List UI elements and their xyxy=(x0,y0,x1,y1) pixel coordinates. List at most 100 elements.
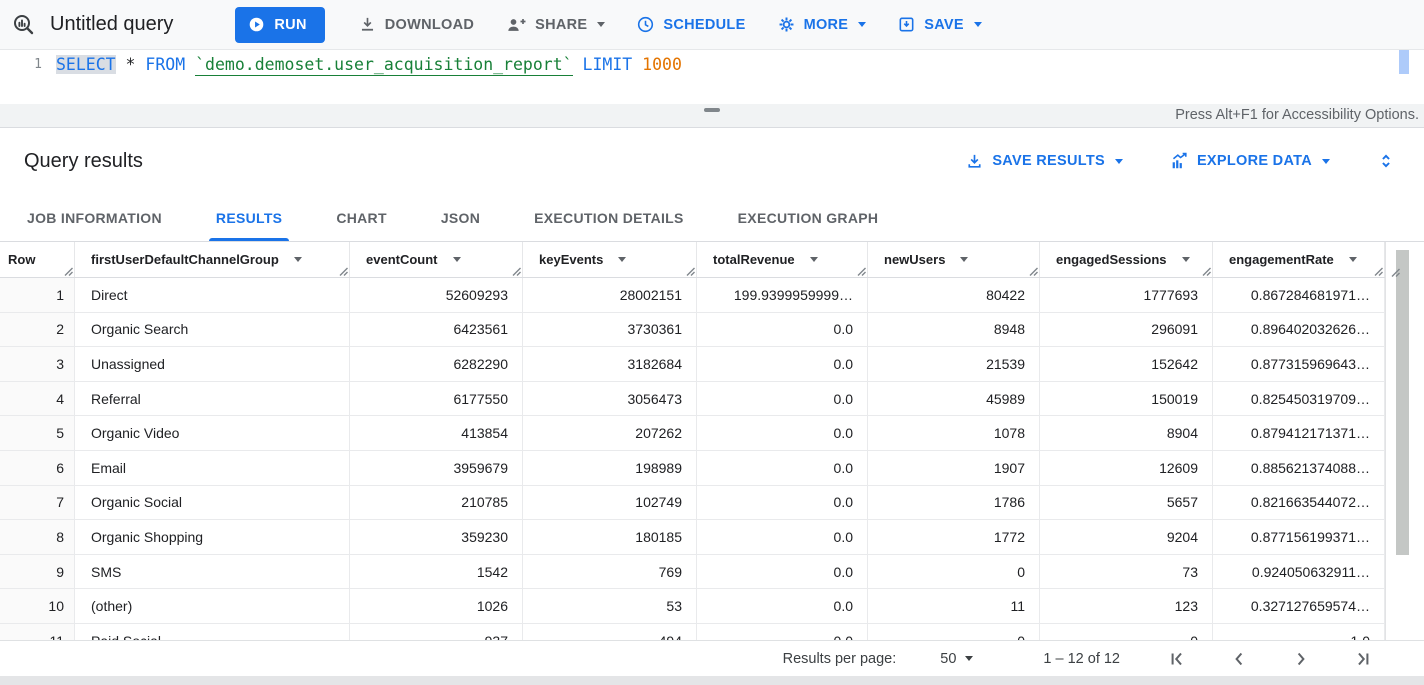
more-button[interactable]: MORE xyxy=(777,15,867,34)
prev-page-button[interactable] xyxy=(1228,648,1250,670)
table-row: 7 Organic Social 210785 102749 0.0 1786 5657 0.… xyxy=(0,485,1385,521)
explore-data-button[interactable]: EXPLORE DATA xyxy=(1169,152,1330,171)
column-header-keyEvents[interactable]: keyEvents xyxy=(523,242,697,277)
sql-code-line[interactable]: SELECT * FROM `demo.demoset.user_acquisi… xyxy=(56,50,682,104)
run-button[interactable]: RUN xyxy=(235,6,325,43)
column-resize-handle[interactable] xyxy=(686,267,695,276)
column-resize-handle[interactable] xyxy=(339,267,348,276)
table-cell: 1.0 xyxy=(1213,623,1385,640)
table-cell: 11 xyxy=(868,589,1040,623)
column-header-Row[interactable]: Row xyxy=(0,242,75,277)
column-menu-caret-icon[interactable] xyxy=(452,257,461,262)
table-cell: Unassigned xyxy=(75,347,350,381)
column-header-totalRevenue[interactable]: totalRevenue xyxy=(697,242,868,277)
table-row: 1 Direct 52609293 28002151 199.9399959999… 80… xyxy=(0,278,1385,313)
horizontal-scrollbar-track[interactable] xyxy=(0,676,1424,685)
sql-token xyxy=(573,55,583,74)
last-page-button[interactable] xyxy=(1352,648,1374,670)
query-title: Untitled query xyxy=(50,13,174,35)
download-button[interactable]: DOWNLOAD xyxy=(358,15,474,34)
query-results-title: Query results xyxy=(24,149,143,172)
table-cell: 45989 xyxy=(868,381,1040,416)
next-page-button[interactable] xyxy=(1290,648,1312,670)
expand-results-button[interactable] xyxy=(1376,150,1396,172)
column-menu-caret-icon[interactable] xyxy=(618,257,627,262)
sql-token xyxy=(185,55,195,74)
table-cell: Organic Social xyxy=(75,485,350,520)
column-resize-handle[interactable] xyxy=(1029,267,1038,276)
column-resize-handle[interactable] xyxy=(512,267,521,276)
column-header-firstUserDefaultChannelGroup[interactable]: firstUserDefaultChannelGroup xyxy=(75,242,350,277)
column-header-engagedSessions[interactable]: engagedSessions xyxy=(1040,242,1213,277)
table-cell: 1777693 xyxy=(1040,278,1213,312)
table-cell: 207262 xyxy=(523,416,697,450)
explore-data-label: EXPLORE DATA xyxy=(1196,153,1312,169)
column-menu-caret-icon[interactable] xyxy=(809,257,818,262)
table-cell: 73 xyxy=(1040,554,1213,589)
play-circle-icon xyxy=(247,15,266,34)
tab-execution-details[interactable]: EXECUTION DETAILS xyxy=(534,209,684,226)
share-caret-icon xyxy=(597,22,606,27)
column-resize-handle[interactable] xyxy=(1374,267,1383,276)
table-cell: Email xyxy=(75,450,350,485)
editor-scrollbar-thumb[interactable] xyxy=(1399,50,1409,74)
tab-chart[interactable]: CHART xyxy=(336,209,387,226)
save-button[interactable]: SAVE xyxy=(897,15,982,34)
column-menu-caret-icon[interactable] xyxy=(1181,257,1190,262)
table-cell: 6423561 xyxy=(350,312,523,347)
table-cell: 937 xyxy=(350,623,523,640)
save-caret-icon xyxy=(973,22,982,27)
share-button[interactable]: SHARE xyxy=(505,15,606,35)
column-resize-handle[interactable] xyxy=(64,267,73,276)
row-number-cell: 8 xyxy=(0,520,75,554)
schedule-button[interactable]: SCHEDULE xyxy=(636,15,745,34)
table-cell: 1907 xyxy=(868,450,1040,485)
row-number-cell: 7 xyxy=(0,485,75,520)
table-body: 1 Direct 52609293 28002151 199.9399959999… 80… xyxy=(0,278,1385,640)
column-resize-handle[interactable] xyxy=(1202,267,1211,276)
table-cell: 0.0 xyxy=(697,312,868,347)
table-cell: 0.896402032626… xyxy=(1213,312,1385,347)
table-cell: 769 xyxy=(523,554,697,589)
splitter-drag-handle[interactable] xyxy=(704,108,720,112)
table-scrollbar-thumb[interactable] xyxy=(1396,250,1409,555)
table-cell: 0.0 xyxy=(697,450,868,485)
chart-bars-icon xyxy=(1169,152,1189,171)
save-label: SAVE xyxy=(924,16,964,33)
table-cell: 3730361 xyxy=(523,312,697,347)
column-header-engagementRate[interactable]: engagementRate xyxy=(1213,242,1385,277)
table-cell: 0.825450319709… xyxy=(1213,381,1385,416)
table-cell: 5657 xyxy=(1040,485,1213,520)
tab-execution-graph[interactable]: EXECUTION GRAPH xyxy=(737,209,879,226)
pagination-footer: Results per page: 50 1 – 12 of 12 xyxy=(0,640,1424,676)
save-results-button[interactable]: SAVE RESULTS xyxy=(965,152,1123,171)
sql-editor[interactable]: 1 SELECT * FROM `demo.demoset.user_acqui… xyxy=(0,50,1424,104)
page-size-select[interactable]: 50 xyxy=(940,651,974,667)
table-cell: 0.867284681971… xyxy=(1213,278,1385,312)
table-cell: Referral xyxy=(75,381,350,416)
table-edge-resize-handle[interactable] xyxy=(1391,268,1400,639)
table-cell: 53 xyxy=(523,589,697,623)
query-results-header: Query results SAVE RESULTS xyxy=(0,128,1424,194)
column-header-eventCount[interactable]: eventCount xyxy=(350,242,523,277)
column-header-newUsers[interactable]: newUsers xyxy=(868,242,1040,277)
row-number-cell: 4 xyxy=(0,381,75,416)
column-menu-caret-icon[interactable] xyxy=(1348,257,1357,262)
gear-icon xyxy=(777,15,796,34)
column-header-label: firstUserDefaultChannelGroup xyxy=(91,252,279,267)
download-label: DOWNLOAD xyxy=(384,16,475,33)
table-cell: 296091 xyxy=(1040,312,1213,347)
table-cell: Paid Social xyxy=(75,623,350,640)
column-menu-caret-icon[interactable] xyxy=(960,257,969,262)
first-page-button[interactable] xyxy=(1166,648,1188,670)
tab-job-information[interactable]: JOB INFORMATION xyxy=(27,209,162,226)
table-cell: 0 xyxy=(868,623,1040,640)
table-row: 3 Unassigned 6282290 3182684 0.0 21539 152642 0… xyxy=(0,347,1385,382)
tab-json[interactable]: JSON xyxy=(440,209,481,226)
column-resize-handle[interactable] xyxy=(857,267,866,276)
table-cell: 0.0 xyxy=(697,416,868,450)
column-menu-caret-icon[interactable] xyxy=(293,257,302,262)
accessibility-hint: Press Alt+F1 for Accessibility Options. xyxy=(1175,107,1419,123)
tab-results[interactable]: RESULTS xyxy=(189,194,309,241)
